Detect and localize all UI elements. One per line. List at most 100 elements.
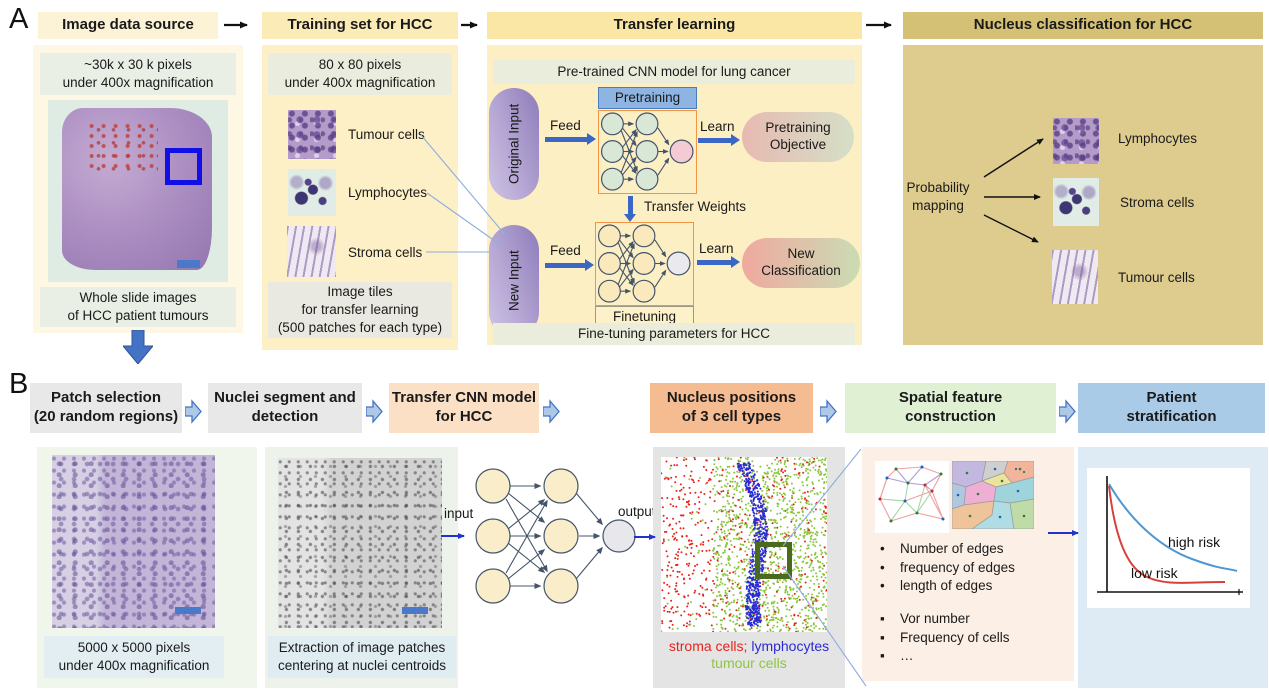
finetuning-parameters-strip: Fine-tuning parameters for HCC [493, 323, 855, 345]
patch-selection-image [52, 455, 215, 628]
stroma-cells-tile-label: Stroma cells [348, 245, 423, 260]
positions-legend-line1: stroma cells; lymphocytes [653, 637, 845, 655]
transfer-weights-label: Transfer Weights [644, 199, 747, 214]
square-bullet-icon: ▪ [880, 629, 885, 645]
step-arrow-5 [1059, 399, 1076, 424]
header-image-data-source: Image data source [38, 12, 218, 39]
header-patient-stratification: Patient stratification [1078, 383, 1265, 433]
pretraining-objective-pill: Pretraining Objective [742, 112, 854, 162]
list-item: • length of edges [880, 577, 1065, 596]
header-nucleus-positions: Nucleus positions of 3 cell types [650, 383, 813, 433]
scatter-dots [660, 456, 828, 633]
classified-lymphocytes-image [1053, 118, 1099, 164]
feed-arrow-pretrain [545, 133, 596, 145]
classified-stroma-label: Stroma cells [1120, 195, 1195, 210]
bullet-text: frequency of edges [900, 559, 1015, 575]
patch-size-caption: 5000 x 5000 pixels under 400x magnificat… [44, 636, 224, 678]
pretraining-box: Pretraining [598, 87, 697, 109]
step-arrow-4 [820, 399, 837, 424]
spatial-bullet-list-cells: ▪ Vor number ▪ Frequency of cells ▪… [880, 610, 1065, 666]
header-patch-selection: Patch selection (20 random regions) [30, 383, 182, 433]
lymphocytes-tile-image [288, 169, 336, 216]
whole-slide-image [48, 100, 228, 282]
list-item: ▪… [880, 647, 1065, 666]
step-arrow-2 [366, 399, 383, 424]
pretrain-network-box [598, 110, 697, 194]
header-spatial-feature: Spatial feature construction [845, 383, 1056, 433]
positions-scatter-image [660, 456, 828, 633]
transfer-cnn-network [475, 468, 636, 604]
legend-tumour: tumour cells [711, 655, 787, 671]
step-arrow-1 [185, 399, 202, 424]
classified-tumour-image [1052, 250, 1098, 304]
header-nuclei-segment: Nuclei segment and detection [208, 383, 362, 433]
bullet-text: Number of edges [900, 541, 1004, 556]
positions-legend-line2: tumour cells [653, 654, 845, 672]
list-item: • Number of edges [880, 540, 1065, 559]
learn-label-pretrain: Learn [700, 119, 735, 134]
header-transfer-learning: Transfer learning [487, 12, 862, 39]
square-bullet-icon: ▪ [880, 611, 885, 626]
round-bullet-icon: • [880, 578, 885, 594]
new-input-pill: New Input [489, 225, 539, 337]
tumour-cells-tile-label: Tumour cells [348, 127, 425, 142]
panel-transition-arrow [123, 330, 153, 364]
feed-label-pretrain: Feed [550, 118, 581, 133]
bullet-text: length of edges [900, 578, 993, 594]
bullet-text: … [900, 648, 914, 664]
list-item: ▪ Frequency of cells [880, 629, 1065, 648]
delaunay-graph-image [875, 461, 949, 533]
round-bullet-icon: • [880, 559, 885, 575]
finetune-network [597, 224, 691, 303]
survival-chart: high risk low risk [1087, 468, 1250, 608]
scatter-roi-box [755, 542, 792, 579]
legend-lymphocytes: lymphocytes [751, 638, 830, 654]
pretrain-network [600, 112, 694, 191]
whole-slide-caption: Whole slide images of HCC patient tumour… [40, 287, 236, 327]
learn-arrow-pretrain [698, 134, 740, 146]
bullet-text: Vor number [900, 611, 970, 626]
transfer-weights-arrow [624, 196, 636, 222]
extraction-caption: Extraction of image patches centering at… [268, 636, 456, 678]
step-arrow-3 [543, 399, 560, 424]
scale-bar [177, 260, 200, 268]
classified-stroma-image [1053, 178, 1099, 226]
square-bullet-icon: ▪ [880, 648, 885, 664]
feed-arrow-finetune [545, 259, 594, 271]
scale-bar [175, 607, 201, 614]
header-training-set: Training set for HCC [262, 12, 458, 39]
spatial-bullet-list-edges: • Number of edges • frequency of edges • le… [880, 540, 1065, 596]
voronoi-diagram-image [952, 461, 1034, 529]
header-transfer-cnn: Transfer CNN model for HCC [389, 383, 539, 433]
feed-label-finetune: Feed [550, 243, 581, 258]
low-risk-curve [1108, 485, 1226, 584]
stroma-cells-tile-image [287, 226, 336, 277]
header-nucleus-classification: Nucleus classification for HCC [903, 12, 1263, 39]
roi-box [165, 148, 202, 185]
lymphocytes-tile-label: Lymphocytes [348, 185, 428, 200]
scale-bar [402, 607, 428, 614]
high-risk-curve [1108, 483, 1238, 572]
panel-b-label: B [9, 368, 29, 400]
classified-lymphocytes-label: Lymphocytes [1118, 131, 1198, 146]
classified-tumour-label: Tumour cells [1118, 270, 1195, 285]
list-item: • frequency of edges [880, 559, 1065, 578]
nuclei-segment-image [278, 458, 442, 628]
list-item: ▪ Vor number [880, 610, 1065, 629]
learn-label-finetune: Learn [699, 241, 734, 256]
original-input-pill: Original Input [489, 88, 539, 200]
learn-arrow-finetune [697, 256, 740, 268]
pretrained-cnn-strip: Pre-trained CNN model for lung cancer [493, 60, 855, 84]
cnn-output-label: output [618, 504, 656, 519]
tissue-speckle [88, 122, 158, 172]
high-risk-label: high risk [1168, 534, 1221, 550]
legend-stroma: stroma cells; [668, 638, 748, 654]
finetune-network-box [595, 222, 694, 306]
cnn-input-label: input [444, 506, 474, 521]
new-classification-pill: New Classification [742, 238, 860, 288]
round-bullet-icon: • [880, 541, 885, 556]
low-risk-label: low risk [1131, 565, 1179, 581]
probability-mapping-label: Probability mapping [906, 180, 970, 213]
image-tiles-caption: Image tiles for transfer learning (500 p… [268, 282, 452, 338]
tumour-cells-tile-image [288, 110, 336, 159]
